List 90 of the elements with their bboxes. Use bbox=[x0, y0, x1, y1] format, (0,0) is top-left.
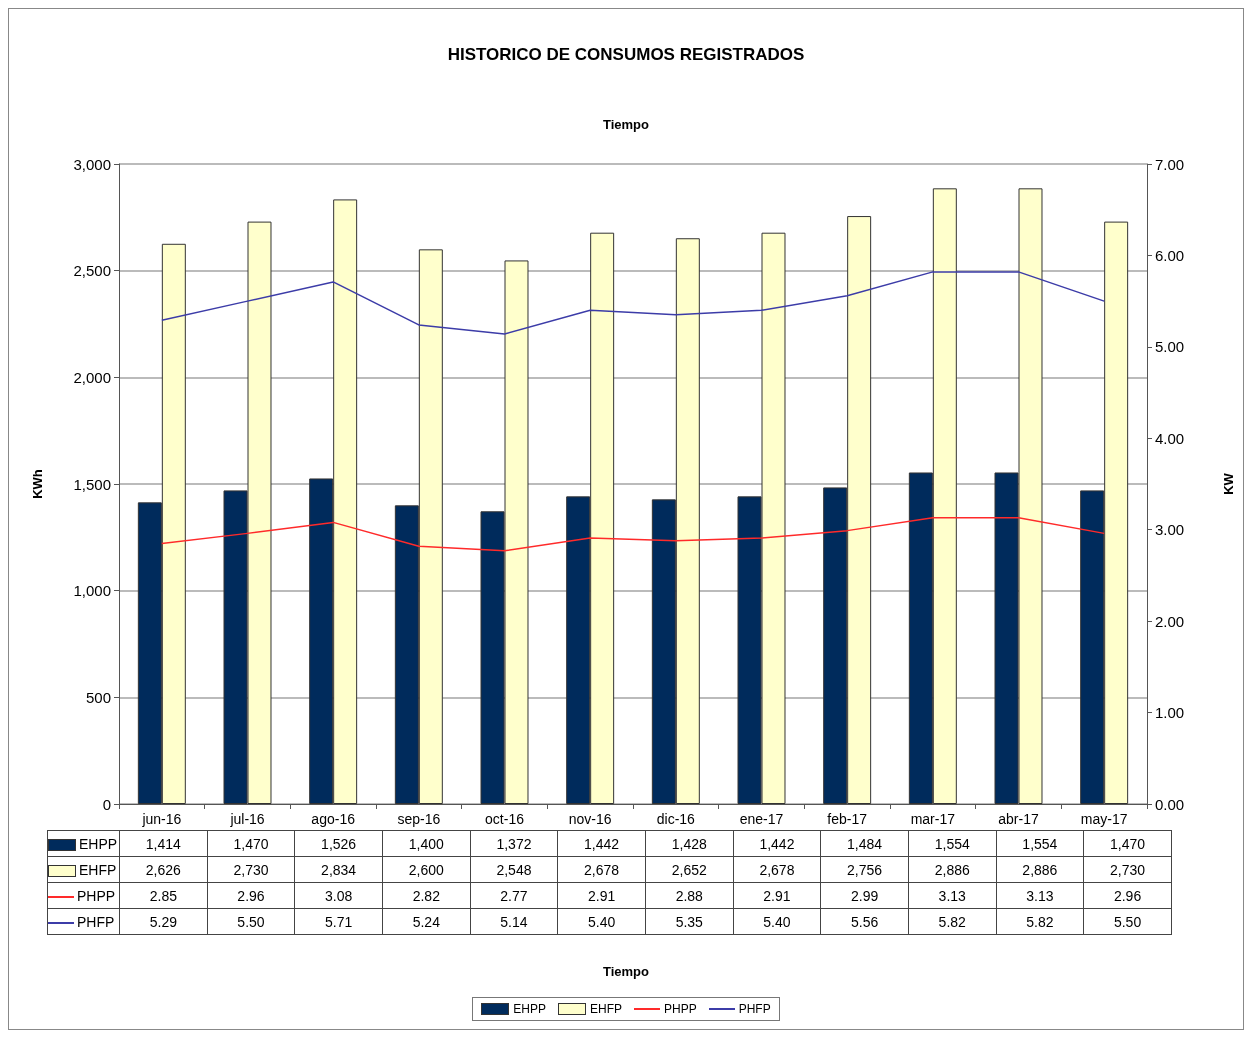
data-label: 1,414 bbox=[119, 830, 208, 857]
data-label: 2,678 bbox=[557, 856, 646, 883]
data-label: 5.71 bbox=[294, 908, 383, 935]
data-label: 2,886 bbox=[908, 856, 997, 883]
x-tick-label: oct-16 bbox=[485, 811, 525, 827]
legend-label: EHPP bbox=[79, 835, 118, 852]
text: Tiempo bbox=[602, 964, 650, 979]
x-tick-label: jun-16 bbox=[141, 811, 182, 827]
x-tick-label: ene-17 bbox=[739, 811, 784, 827]
text: PHPP bbox=[664, 1002, 697, 1016]
y2-tick-label: 5.00 bbox=[1155, 338, 1185, 356]
text: PHFP bbox=[738, 1002, 771, 1016]
data-label: 2,678 bbox=[733, 856, 821, 883]
data-label: 5.56 bbox=[820, 908, 909, 935]
data-label: 3.13 bbox=[996, 882, 1084, 909]
data-label: 5.50 bbox=[207, 908, 295, 935]
data-label: 2,548 bbox=[470, 856, 558, 883]
line-series bbox=[161, 271, 1105, 335]
data-label: 5.35 bbox=[645, 908, 734, 935]
data-label: 2,600 bbox=[382, 856, 471, 883]
x-tick-label: jul-16 bbox=[229, 811, 265, 827]
chart-subtitle: Tiempo bbox=[603, 117, 650, 132]
y-tick-label: 0 bbox=[102, 795, 111, 813]
legend-label: EHFP bbox=[79, 861, 117, 878]
y-axis-title: KWh bbox=[30, 469, 45, 499]
data-label: 2.96 bbox=[207, 882, 295, 909]
data-label: 2.85 bbox=[119, 882, 208, 909]
x-tick-label: nov-16 bbox=[568, 811, 612, 827]
data-label: 1,554 bbox=[908, 830, 997, 857]
y2-tick-label: 2.00 bbox=[1155, 612, 1185, 630]
data-label: 2,730 bbox=[207, 856, 295, 883]
line-series bbox=[161, 517, 1105, 552]
data-label: 2.88 bbox=[645, 882, 734, 909]
legend-label: PHPP bbox=[77, 887, 116, 904]
data-label: 2,886 bbox=[996, 856, 1084, 883]
y-tick-label: 1,000 bbox=[73, 582, 111, 600]
data-label: 1,484 bbox=[820, 830, 909, 857]
text: EHPP bbox=[513, 1002, 546, 1016]
y-tick-label: 500 bbox=[85, 688, 111, 706]
chart-title: HISTORICO DE CONSUMOS REGISTRADOS bbox=[447, 45, 805, 64]
data-label: 1,526 bbox=[294, 830, 383, 857]
data-label: 1,470 bbox=[1083, 830, 1172, 857]
x-tick-label: sep-16 bbox=[397, 811, 441, 827]
data-label: 2,730 bbox=[1083, 856, 1172, 883]
data-label: 1,442 bbox=[557, 830, 646, 857]
y2-tick-label: 6.00 bbox=[1155, 246, 1185, 264]
data-label: 3.08 bbox=[294, 882, 383, 909]
y2-tick-label: 7.00 bbox=[1155, 155, 1185, 173]
data-label: 5.24 bbox=[382, 908, 471, 935]
data-label: 2,652 bbox=[645, 856, 734, 883]
y2-tick-label: 0.00 bbox=[1155, 795, 1185, 813]
y-tick-label: 2,000 bbox=[73, 368, 111, 386]
data-label: 2.96 bbox=[1083, 882, 1172, 909]
y-tick-label: 3,000 bbox=[73, 155, 111, 173]
data-label: 2.82 bbox=[382, 882, 471, 909]
data-label: 5.40 bbox=[733, 908, 821, 935]
data-label: 1,428 bbox=[645, 830, 734, 857]
data-label: 5.82 bbox=[908, 908, 997, 935]
data-label: 5.82 bbox=[996, 908, 1084, 935]
y2-tick-label: 3.00 bbox=[1155, 521, 1185, 539]
x-tick-label: mar-17 bbox=[910, 811, 956, 827]
y-tick-label: 1,500 bbox=[73, 475, 111, 493]
data-label: 2,756 bbox=[820, 856, 909, 883]
data-label: 3.13 bbox=[908, 882, 997, 909]
data-label: 1,372 bbox=[470, 830, 558, 857]
x-tick-label: dic-16 bbox=[656, 811, 696, 827]
data-label: 1,400 bbox=[382, 830, 471, 857]
legend-label: PHFP bbox=[77, 913, 115, 930]
data-label: 2,834 bbox=[294, 856, 383, 883]
x-tick-label: ago-16 bbox=[311, 811, 356, 827]
x-tick-label: may-17 bbox=[1080, 811, 1128, 827]
data-label: 2.91 bbox=[733, 882, 821, 909]
data-label: 1,470 bbox=[207, 830, 295, 857]
data-label: 2,626 bbox=[119, 856, 208, 883]
data-label: 5.29 bbox=[119, 908, 208, 935]
data-label: 1,442 bbox=[733, 830, 821, 857]
y2-axis-title: KW bbox=[1221, 472, 1236, 495]
x-tick-label: abr-17 bbox=[998, 811, 1039, 827]
y-tick-label: 2,500 bbox=[73, 262, 111, 280]
data-label: 2.91 bbox=[557, 882, 646, 909]
x-tick-label: feb-17 bbox=[827, 811, 868, 827]
data-label: 5.50 bbox=[1083, 908, 1172, 935]
text: EHFP bbox=[589, 1002, 622, 1016]
y2-tick-label: 4.00 bbox=[1155, 429, 1185, 447]
data-label: 2.77 bbox=[470, 882, 558, 909]
data-label: 2.99 bbox=[820, 882, 909, 909]
data-label: 1,554 bbox=[996, 830, 1084, 857]
data-label: 5.14 bbox=[470, 908, 558, 935]
y2-tick-label: 1.00 bbox=[1155, 704, 1185, 722]
data-label: 5.40 bbox=[557, 908, 646, 935]
